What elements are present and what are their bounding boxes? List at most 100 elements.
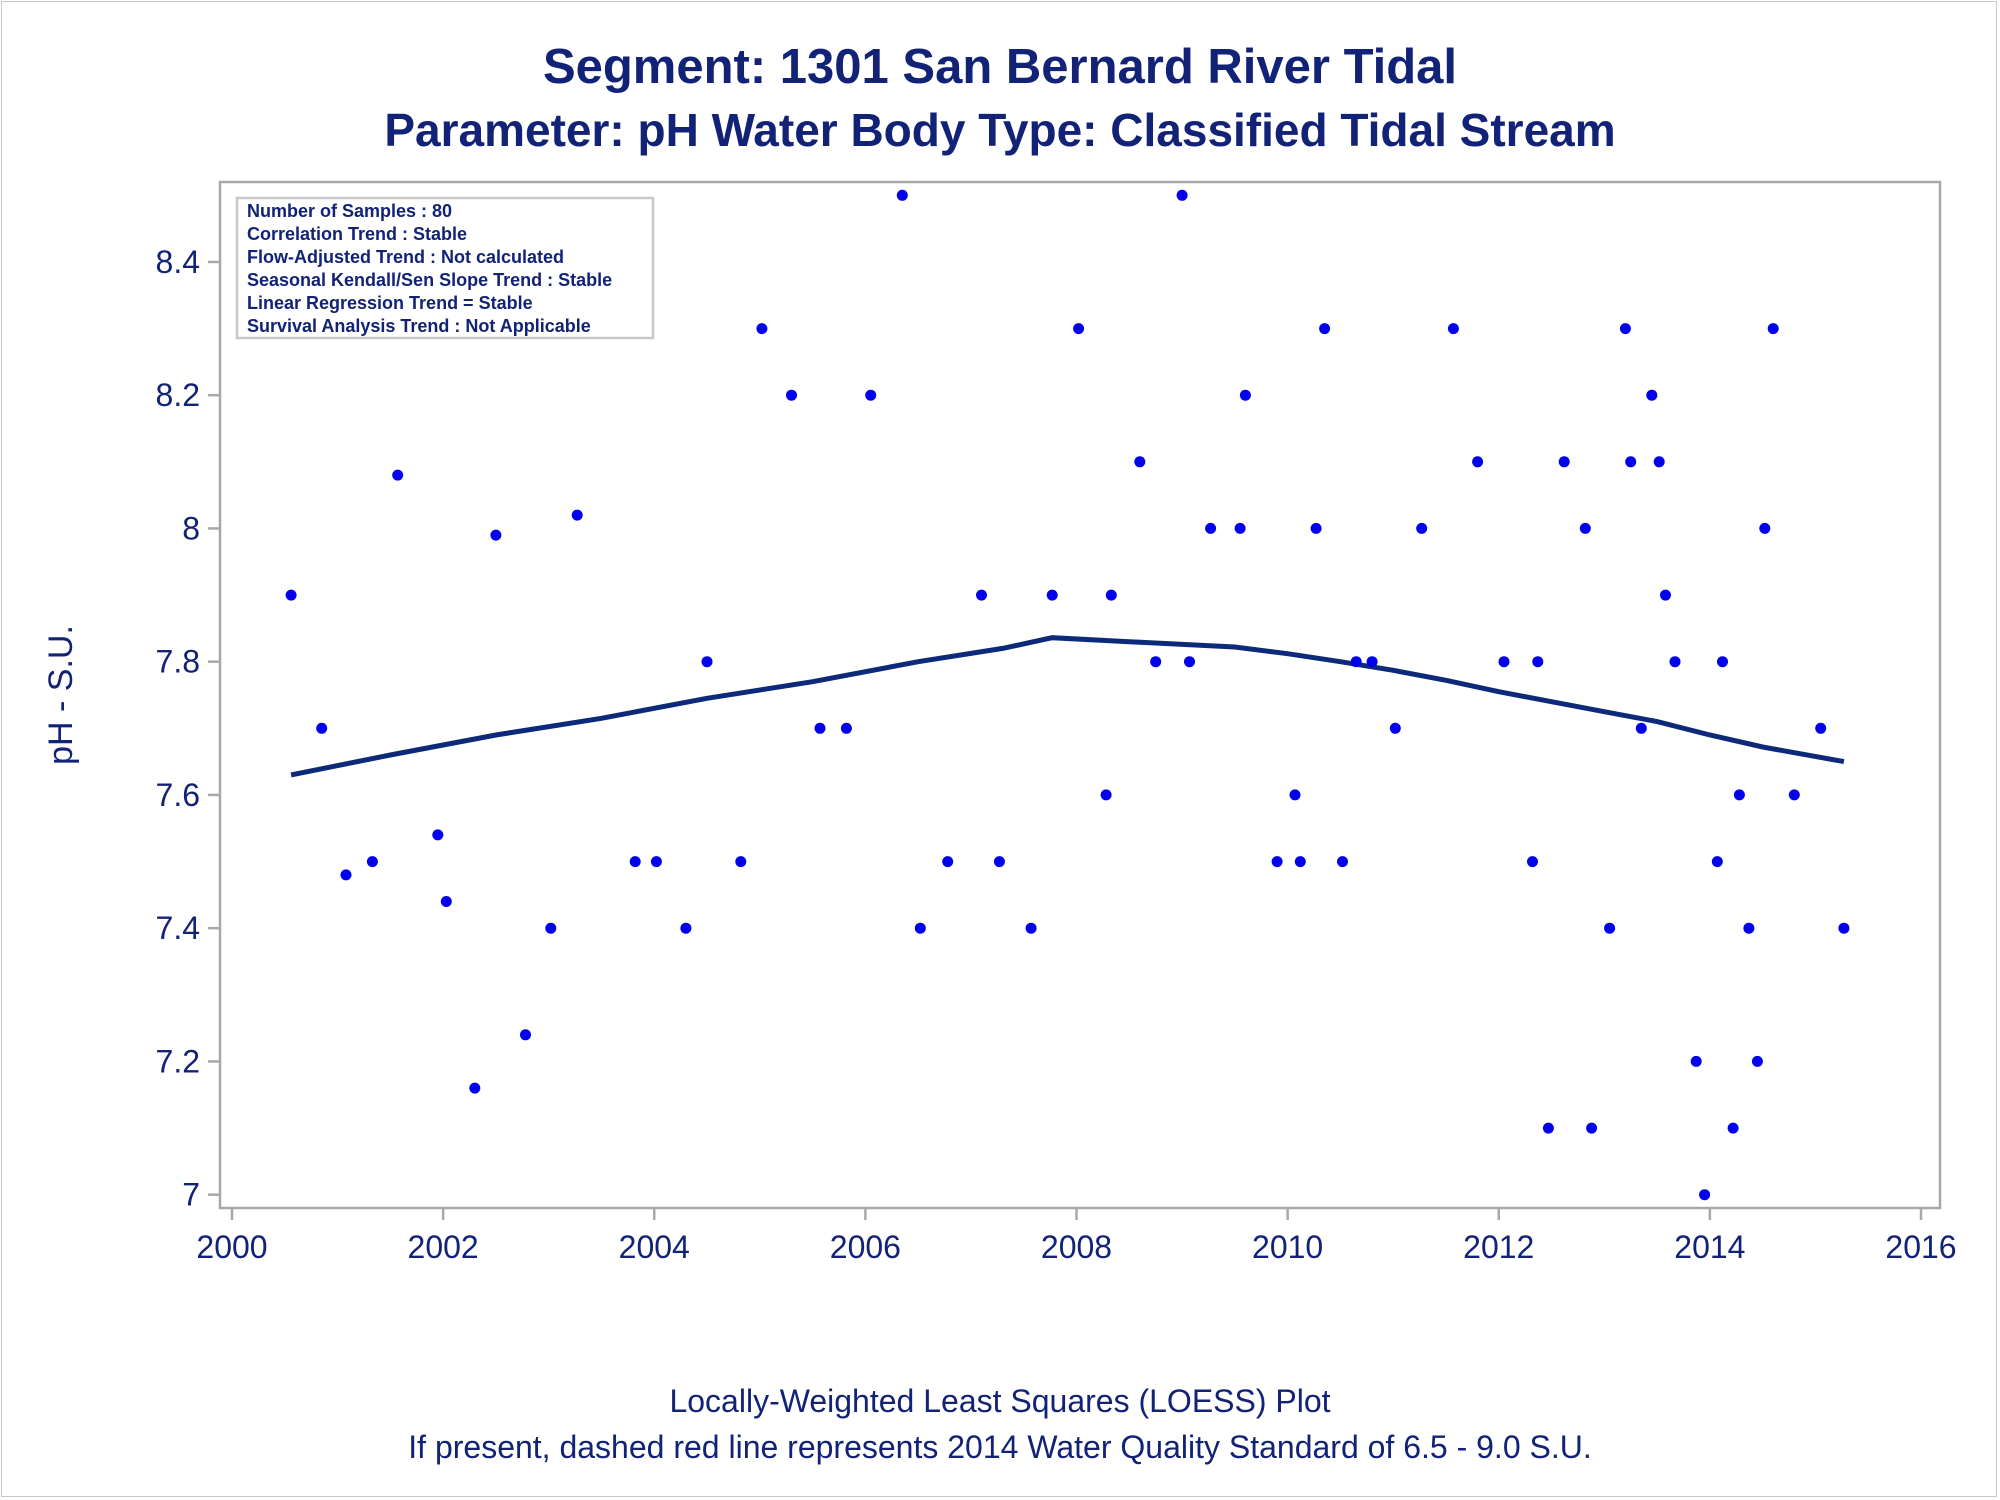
y-axis-label: pH - S.U. (42, 625, 80, 765)
data-point (1366, 656, 1378, 668)
data-point (1586, 1122, 1598, 1134)
data-point (545, 922, 557, 934)
data-point (432, 829, 444, 841)
x-tick-label: 2014 (1674, 1229, 1745, 1265)
data-point (490, 529, 502, 541)
chart-subtitle: Parameter: pH Water Body Type: Classifie… (384, 104, 1615, 156)
plot-area (218, 180, 1942, 1210)
data-point (1579, 522, 1591, 534)
data-point (1100, 789, 1112, 801)
data-point (1239, 389, 1251, 401)
footnote-standard: If present, dashed red line represents 2… (408, 1429, 1591, 1465)
data-point (1690, 1055, 1702, 1067)
data-point (1389, 722, 1401, 734)
data-point (1184, 656, 1195, 668)
x-tick-label: 2002 (408, 1229, 479, 1265)
data-point (1788, 789, 1800, 801)
data-point (629, 856, 641, 868)
data-point (680, 922, 692, 934)
data-points (285, 189, 1850, 1201)
data-point (1319, 323, 1331, 335)
data-point (1542, 1122, 1554, 1134)
info-correlation-trend: Correlation Trend : Stable (247, 224, 467, 244)
data-point (1727, 1122, 1739, 1134)
data-point (1532, 656, 1544, 668)
x-tick-label: 2008 (1041, 1229, 1112, 1265)
data-point (1472, 456, 1484, 468)
data-point (1717, 656, 1728, 668)
data-point (865, 389, 877, 401)
y-tick-label: 7.8 (156, 644, 200, 680)
data-point (1350, 656, 1362, 668)
data-point (571, 509, 583, 521)
y-tick-label: 8.2 (156, 377, 200, 413)
data-point (1838, 922, 1850, 934)
data-point (1625, 456, 1637, 468)
info-seasonal-kendall-trend: Seasonal Kendall/Sen Slope Trend : Stabl… (247, 270, 612, 290)
data-point (1660, 589, 1671, 601)
data-point (786, 389, 797, 401)
data-point (392, 469, 404, 481)
data-point (1635, 722, 1647, 734)
info-sample-count: Number of Samples : 80 (247, 201, 452, 221)
data-point (914, 922, 926, 934)
data-point (1759, 522, 1771, 534)
data-point (1025, 922, 1037, 934)
data-point (1815, 722, 1827, 734)
data-point (1176, 189, 1188, 201)
data-point (814, 722, 826, 734)
data-point (1105, 589, 1117, 601)
data-point (1669, 656, 1681, 668)
data-point (1733, 789, 1745, 801)
chart-title: Segment: 1301 San Bernard River Tidal (543, 40, 1457, 94)
y-tick-label: 7 (182, 1177, 200, 1213)
info-box: Number of Samples : 80 Correlation Trend… (235, 196, 655, 340)
data-point (340, 869, 352, 881)
data-point (1619, 323, 1631, 335)
data-point (1447, 323, 1459, 335)
data-point (1498, 656, 1510, 668)
data-point (520, 1029, 531, 1041)
y-tick-label: 8.4 (156, 244, 200, 280)
info-survival-analysis-trend: Survival Analysis Trend : Not Applicable (247, 316, 591, 336)
data-point (1150, 656, 1162, 668)
data-point (469, 1082, 481, 1094)
data-point (1271, 856, 1283, 868)
y-tick-label: 7.6 (156, 777, 200, 813)
info-linear-regression-trend: Linear Regression Trend = Stable (247, 293, 533, 313)
data-point (1046, 589, 1058, 601)
data-point (896, 189, 908, 201)
x-tick-label: 2012 (1463, 1229, 1534, 1265)
data-point (285, 589, 297, 601)
info-box-border (235, 196, 655, 340)
data-point (1205, 522, 1217, 534)
footnote-method: Locally-Weighted Least Squares (LOESS) P… (669, 1383, 1330, 1419)
x-tick-label: 2010 (1252, 1229, 1323, 1265)
x-tick-label: 2016 (1885, 1229, 1956, 1265)
data-point (1653, 456, 1665, 468)
data-point (440, 896, 452, 907)
y-tick-label: 8 (182, 510, 200, 546)
data-point (1134, 456, 1146, 468)
x-axis: 2000 2002 2004 2006 2008 2010 2012 2014 2016 (196, 1208, 1957, 1265)
data-point (1699, 1189, 1711, 1201)
x-tick-label: 2004 (619, 1229, 690, 1265)
data-point (1711, 856, 1723, 868)
data-point (1751, 1055, 1763, 1067)
y-tick-label: 7.4 (156, 910, 200, 946)
data-point (1294, 856, 1306, 868)
data-point (976, 589, 987, 601)
data-point (1234, 522, 1246, 534)
data-point (1073, 323, 1085, 335)
data-point (942, 856, 954, 868)
x-tick-label: 2006 (830, 1229, 901, 1265)
data-point (316, 722, 328, 734)
data-point (1646, 389, 1658, 401)
data-point (1767, 323, 1779, 335)
data-point (1289, 789, 1301, 801)
y-tick-label: 7.2 (156, 1043, 200, 1079)
y-axis: 7 7.2 7.4 7.6 7.8 8 8.2 8.4 (156, 244, 220, 1213)
data-point (1558, 456, 1570, 468)
